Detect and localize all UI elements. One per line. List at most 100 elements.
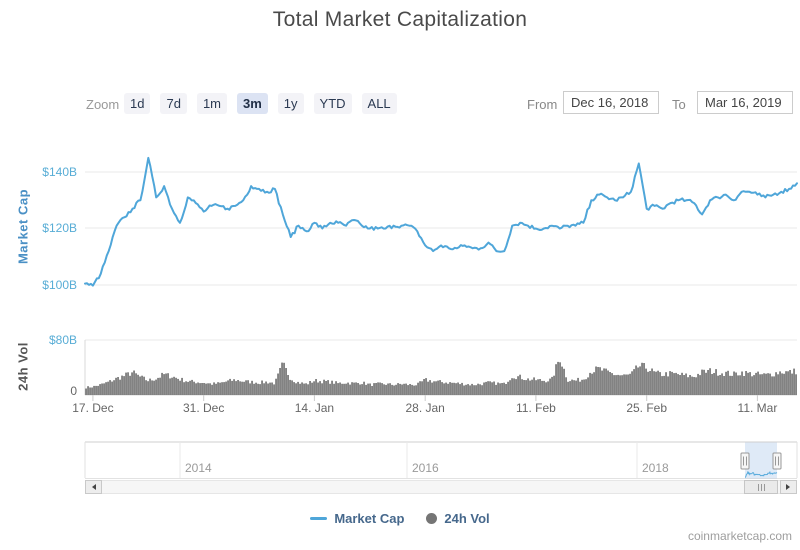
volume-bar <box>317 382 319 395</box>
volume-bar <box>105 382 107 395</box>
volume-bar <box>403 383 405 395</box>
volume-bar <box>295 383 297 395</box>
volume-bar <box>487 381 489 395</box>
volume-bar <box>225 381 227 395</box>
volume-bar <box>189 380 191 395</box>
volume-bar <box>113 380 115 395</box>
navigator-left-handle-icon[interactable] <box>740 452 750 470</box>
legend-item-24h-vol[interactable]: 24h Vol <box>426 511 490 526</box>
volume-bar <box>493 381 495 395</box>
volume-bar <box>303 383 305 395</box>
volume-bar <box>581 379 583 395</box>
volume-bar <box>665 372 667 395</box>
volume-bar <box>513 378 515 395</box>
volume-bar <box>153 380 155 395</box>
volume-bar <box>219 382 221 395</box>
volume-bar <box>699 375 701 395</box>
volume-bar <box>393 385 395 395</box>
volume-bar <box>397 383 399 395</box>
scrollbar-right-arrow-icon[interactable] <box>780 480 797 494</box>
volume-bar <box>425 378 427 395</box>
volume-bar <box>659 372 661 395</box>
navigator-scrollbar[interactable] <box>85 480 797 494</box>
navigator-series-line <box>744 471 778 478</box>
volume-bar <box>777 374 779 395</box>
volume-bar <box>203 383 205 395</box>
zoom-button-1y[interactable]: 1y <box>277 93 304 114</box>
volume-bar <box>409 384 411 395</box>
navigator-right-handle-icon[interactable] <box>772 452 782 470</box>
volume-bar <box>293 382 295 395</box>
volume-bar <box>591 373 593 395</box>
volume-bar <box>697 373 699 395</box>
volume-bar <box>657 370 659 395</box>
zoom-button-all[interactable]: ALL <box>361 93 397 114</box>
y-axis-label-100b: $100B <box>42 278 77 292</box>
volume-bar <box>431 382 433 395</box>
to-date-input[interactable] <box>697 91 793 114</box>
volume-bar <box>525 380 527 395</box>
volume-bar <box>179 380 181 395</box>
volume-bar <box>559 362 561 395</box>
y-axis-label-140b: $140B <box>42 165 77 179</box>
volume-bar <box>593 372 595 395</box>
scrollbar-left-arrow-icon[interactable] <box>85 480 102 494</box>
navigator-label-2018: 2018 <box>642 461 669 475</box>
volume-axis-title: 24h Vol <box>15 342 31 391</box>
volume-bar <box>323 379 325 395</box>
volume-bar <box>783 373 785 395</box>
zoom-button-7d[interactable]: 7d <box>160 93 187 114</box>
page-title: Total Market Capitalization <box>272 8 528 31</box>
volume-bar <box>223 382 225 395</box>
volume-bar <box>685 373 687 395</box>
volume-bar <box>417 382 419 395</box>
volume-bar <box>467 384 469 395</box>
volume-circle-swatch-icon <box>426 513 438 524</box>
volume-bar <box>255 382 257 395</box>
zoom-button-ytd[interactable]: YTD <box>313 93 352 114</box>
volume-bar <box>497 382 499 395</box>
volume-bar <box>547 381 549 395</box>
volume-bar <box>531 379 533 395</box>
zoom-button-1d[interactable]: 1d <box>124 93 151 114</box>
navigator-selected-range[interactable] <box>745 442 777 479</box>
from-date-input[interactable] <box>563 91 659 114</box>
volume-bar <box>473 385 475 395</box>
volume-bar <box>313 381 315 395</box>
volume-bar <box>567 381 569 395</box>
zoom-button-1m[interactable]: 1m <box>196 93 227 114</box>
volume-bar <box>549 378 551 395</box>
y-axis-label-120b: $120B <box>42 221 77 235</box>
volume-bar <box>97 385 99 395</box>
volume-bar <box>243 381 245 395</box>
legend-item-market-cap[interactable]: Market Cap <box>310 511 404 526</box>
volume-bar <box>351 382 353 395</box>
scrollbar-thumb[interactable] <box>744 480 778 494</box>
volume-bar <box>201 383 203 395</box>
volume-bar <box>135 373 137 395</box>
volume-bar <box>271 382 273 395</box>
legend-label-24h-vol: 24h Vol <box>444 511 490 526</box>
volume-bar <box>565 377 567 395</box>
volume-bar <box>249 383 251 395</box>
x-tick-25-feb: 25. Feb <box>626 401 668 415</box>
volume-bar <box>375 383 377 395</box>
volume-bar <box>301 382 303 395</box>
zoom-button-3m-selected[interactable]: 3m <box>237 93 268 114</box>
volume-bar <box>765 373 767 395</box>
volume-bar <box>277 373 279 395</box>
volume-bar <box>647 371 649 395</box>
volume-bar <box>333 383 335 395</box>
volume-bar <box>693 377 695 395</box>
volume-bar <box>395 384 397 395</box>
volume-bar <box>187 381 189 395</box>
volume-bar <box>471 383 473 395</box>
volume-bar <box>753 375 755 395</box>
volume-bar <box>561 366 563 395</box>
volume-bar <box>263 383 265 395</box>
volume-bar <box>347 382 349 395</box>
volume-bar <box>319 381 321 395</box>
volume-bar <box>785 371 787 395</box>
volume-bar <box>379 382 381 395</box>
